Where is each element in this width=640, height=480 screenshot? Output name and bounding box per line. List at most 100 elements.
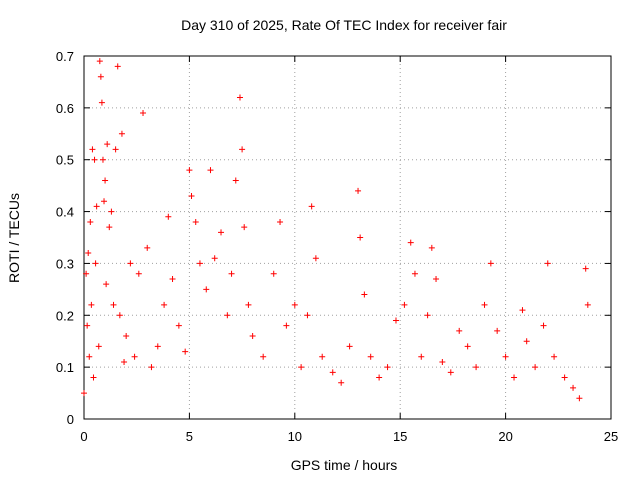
grid-lines (84, 56, 611, 419)
data-point (108, 208, 115, 215)
x-tick-label: 15 (393, 429, 407, 444)
data-point (540, 322, 547, 329)
data-point (283, 322, 290, 329)
data-point (270, 270, 277, 277)
data-point (192, 218, 199, 225)
data-point (407, 239, 414, 246)
data-point (148, 364, 155, 371)
data-point (411, 270, 418, 277)
data-point (121, 358, 128, 365)
data-point (224, 312, 231, 319)
data-point (464, 343, 471, 350)
data-point (232, 177, 239, 184)
data-point (96, 58, 103, 65)
y-tick-labels: 0 0.1 0.2 0.3 0.4 0.5 0.6 0.7 (56, 49, 74, 427)
data-point (418, 353, 425, 360)
data-point (127, 260, 134, 267)
data-point (144, 244, 151, 251)
data-point (319, 353, 326, 360)
data-point (81, 390, 87, 397)
data-point (169, 275, 176, 282)
data-point (428, 244, 435, 251)
data-point (236, 94, 243, 101)
y-tick-label: 0.5 (56, 153, 74, 168)
data-point (384, 364, 391, 371)
x-tick-label: 10 (288, 429, 302, 444)
data-point (241, 224, 248, 231)
data-point (355, 187, 362, 194)
data-point (532, 364, 539, 371)
data-point (102, 177, 109, 184)
data-point (103, 281, 110, 288)
data-point (196, 260, 203, 267)
data-point (114, 63, 121, 70)
y-tick-label: 0.4 (56, 205, 74, 220)
data-point (481, 301, 488, 308)
y-tick-label: 0 (67, 412, 74, 427)
x-tick-label: 5 (186, 429, 193, 444)
data-point (95, 343, 102, 350)
data-point (85, 250, 92, 257)
data-point (291, 301, 298, 308)
data-point (329, 369, 336, 376)
data-point (188, 193, 195, 200)
data-point (135, 270, 142, 277)
data-point (84, 322, 91, 329)
data-point (110, 301, 117, 308)
tick-marks (83, 55, 612, 420)
data-point (392, 317, 399, 324)
data-point (523, 338, 530, 345)
x-tick-label: 0 (80, 429, 87, 444)
data-point (260, 353, 267, 360)
data-point (304, 312, 311, 319)
data-point (298, 364, 305, 371)
data-point (338, 379, 345, 386)
data-point (154, 343, 161, 350)
data-point (357, 234, 364, 241)
data-point (544, 260, 551, 267)
data-point (561, 374, 568, 381)
data-point (211, 255, 218, 262)
data-point (118, 130, 125, 137)
data-point (93, 203, 100, 210)
y-tick-label: 0.2 (56, 308, 74, 323)
data-point (447, 369, 454, 376)
chart-title: Day 310 of 2025, Rate Of TEC Index for r… (181, 17, 507, 33)
data-point (367, 353, 374, 360)
data-point (228, 270, 235, 277)
data-point (239, 146, 246, 153)
data-point (401, 301, 408, 308)
data-point (207, 167, 214, 174)
data-point (487, 260, 494, 267)
y-tick-label: 0.3 (56, 256, 74, 271)
y-tick-label: 0.6 (56, 101, 74, 116)
data-point (519, 307, 526, 314)
data-point (361, 291, 368, 298)
data-point (123, 333, 130, 340)
data-point (92, 260, 99, 267)
data-point (83, 270, 90, 277)
x-tick-label: 25 (604, 429, 618, 444)
data-point (277, 218, 284, 225)
data-point (131, 353, 138, 360)
data-point (112, 146, 119, 153)
data-point (90, 374, 97, 381)
data-point (346, 343, 353, 350)
x-tick-labels: 0 5 10 15 20 25 (80, 429, 618, 444)
data-point (87, 218, 94, 225)
data-point (186, 167, 193, 174)
data-point (99, 156, 106, 163)
data-points (81, 58, 591, 402)
data-point (376, 374, 383, 381)
data-point (140, 110, 147, 117)
data-point (89, 146, 96, 153)
data-point (494, 327, 501, 334)
data-point (218, 229, 225, 236)
data-point (245, 301, 252, 308)
plot-frame (83, 55, 612, 420)
data-point (161, 301, 168, 308)
data-point (511, 374, 518, 381)
data-point (91, 156, 98, 163)
